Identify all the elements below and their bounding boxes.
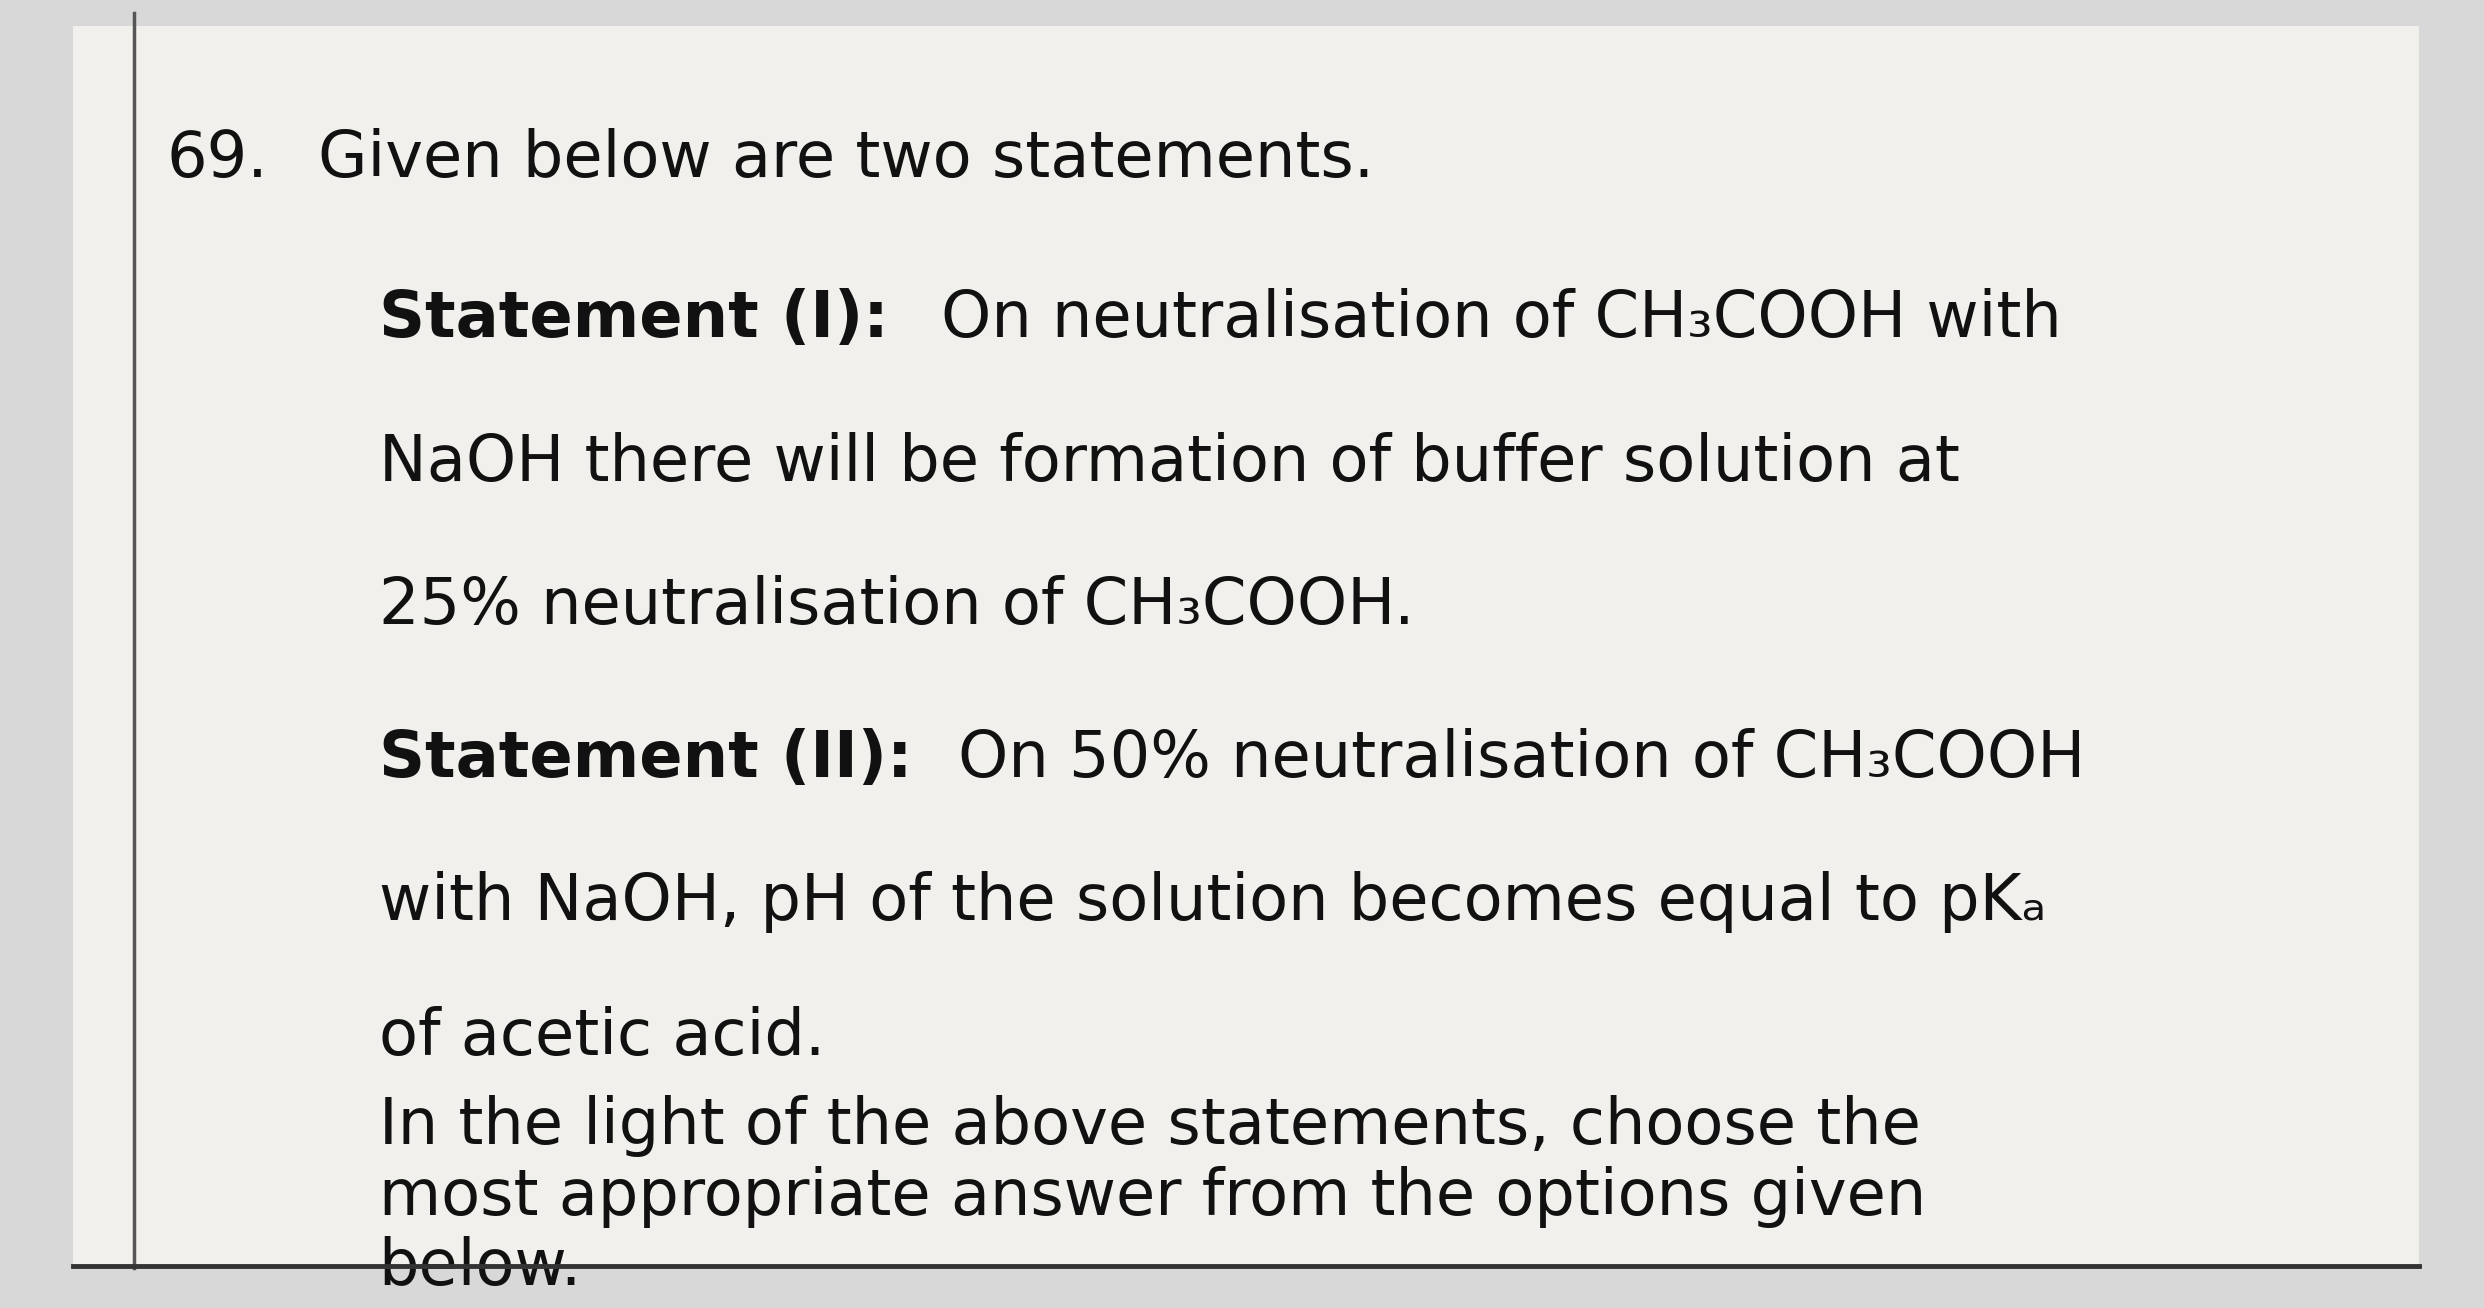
Text: most appropriate answer from the options given: most appropriate answer from the options…: [378, 1165, 1925, 1228]
Text: Statement (I):: Statement (I):: [378, 288, 889, 351]
Text: with NaOH, pH of the solution becomes equal to pKₐ: with NaOH, pH of the solution becomes eq…: [378, 871, 2047, 933]
Text: 69.: 69.: [166, 128, 268, 190]
Text: below.: below.: [378, 1236, 581, 1299]
Text: 25% neutralisation of CH₃COOH.: 25% neutralisation of CH₃COOH.: [378, 576, 1413, 637]
Text: NaOH there will be formation of buffer solution at: NaOH there will be formation of buffer s…: [378, 432, 1960, 494]
Text: of acetic acid.: of acetic acid.: [378, 1006, 825, 1067]
Text: Statement (II):: Statement (II):: [378, 727, 912, 790]
Text: On neutralisation of CH₃COOH with: On neutralisation of CH₃COOH with: [941, 288, 2062, 351]
FancyBboxPatch shape: [75, 26, 2419, 1269]
Text: In the light of the above statements, choose the: In the light of the above statements, ch…: [378, 1096, 1920, 1158]
Text: Given below are two statements.: Given below are two statements.: [318, 128, 1374, 190]
Text: On 50% neutralisation of CH₃COOH: On 50% neutralisation of CH₃COOH: [959, 727, 2084, 790]
